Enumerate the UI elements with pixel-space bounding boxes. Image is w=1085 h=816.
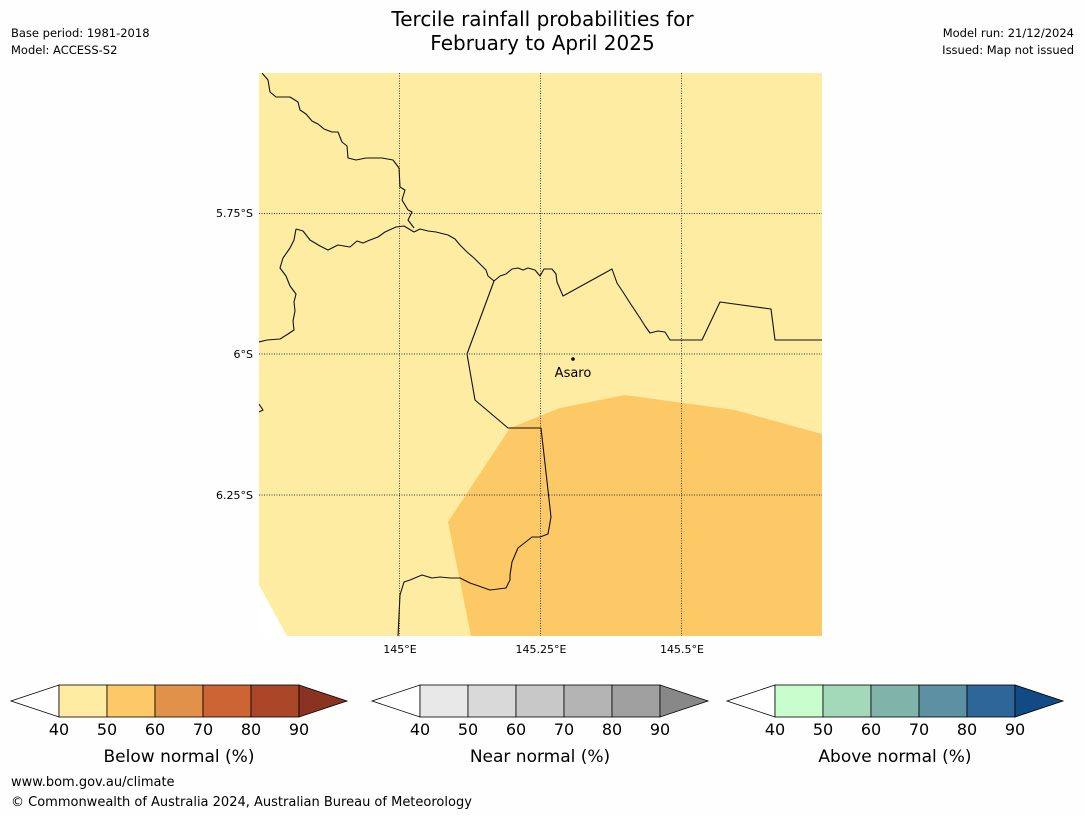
colorbar-tick-label: 80 bbox=[241, 720, 261, 739]
colorbar-tick-label: 50 bbox=[97, 720, 117, 739]
title-line-2: February to April 2025 bbox=[430, 31, 655, 55]
colorbar-extend-low bbox=[725, 684, 776, 718]
colorbar-segment bbox=[918, 684, 968, 718]
colorbar: 40 50 60 70 80 90 Above normal (%) bbox=[725, 684, 1065, 767]
colorbar-segment bbox=[419, 684, 469, 718]
colorbar-segment bbox=[202, 684, 252, 718]
boundary-line bbox=[397, 280, 552, 636]
map-metadata-right: Model run: 21/12/2024 Issued: Map not is… bbox=[942, 25, 1074, 59]
colorbar-tick-label: 80 bbox=[602, 720, 622, 739]
colorbar-segment bbox=[154, 684, 204, 718]
colorbar-segment bbox=[106, 684, 156, 718]
colorbar-tick-label: 40 bbox=[765, 720, 785, 739]
colorbar-title: Below normal (%) bbox=[104, 747, 255, 767]
colorbar-extend-low bbox=[370, 684, 421, 718]
colorbar-segment bbox=[563, 684, 613, 718]
colorbar-tick-label: 80 bbox=[957, 720, 977, 739]
blank-region bbox=[259, 585, 287, 636]
lon-tick-label: 145.25°E bbox=[516, 643, 567, 656]
boundary-line bbox=[259, 228, 297, 343]
colorbar-tick-label: 60 bbox=[506, 720, 526, 739]
colorbar-segment bbox=[774, 684, 824, 718]
map-title: Tercile rainfall probabilities for Febru… bbox=[0, 7, 1085, 55]
boundary-line bbox=[261, 73, 415, 229]
boundary-line bbox=[295, 225, 495, 282]
colorbar-title: Above normal (%) bbox=[818, 747, 971, 767]
boundary-line bbox=[493, 267, 822, 341]
lat-tick-label: 5.75°S bbox=[216, 207, 253, 220]
base-period-text: Base period: 1981-2018 bbox=[11, 26, 150, 40]
boundary-line bbox=[259, 403, 264, 413]
model-text: Model: ACCESS-S2 bbox=[11, 43, 118, 57]
colorbar-tick-label: 70 bbox=[193, 720, 213, 739]
source-url: www.bom.gov.au/climate bbox=[11, 775, 175, 790]
colorbar-tick-label: 70 bbox=[909, 720, 929, 739]
title-line-1: Tercile rainfall probabilities for bbox=[391, 7, 694, 31]
place-marker bbox=[571, 357, 575, 361]
lon-tick-label: 145.5°E bbox=[660, 643, 704, 656]
colorbar-title: Near normal (%) bbox=[470, 747, 610, 767]
colorbar-tick-label: 90 bbox=[1005, 720, 1025, 739]
colorbar-segment bbox=[58, 684, 108, 718]
colorbar-tick-label: 50 bbox=[458, 720, 478, 739]
legend-colorbars: 40 50 60 70 80 90 Below normal (%) 40 50 60 70 80 90… bbox=[9, 684, 1065, 767]
colorbar-extend-low bbox=[9, 684, 60, 718]
colorbar-segment bbox=[250, 684, 300, 718]
place-label: Asaro bbox=[555, 366, 592, 381]
below-normal-50-60-zone bbox=[448, 395, 822, 636]
colorbar-tick-label: 90 bbox=[650, 720, 670, 739]
colorbar-segment bbox=[870, 684, 920, 718]
colorbar-segment bbox=[822, 684, 872, 718]
colorbar-segment bbox=[611, 684, 661, 718]
province-boundaries bbox=[259, 73, 822, 636]
colorbar-segment bbox=[515, 684, 565, 718]
colorbar-tick-label: 70 bbox=[554, 720, 574, 739]
copyright-text: © Commonwealth of Australia 2024, Austra… bbox=[11, 795, 472, 810]
colorbar-segment bbox=[966, 684, 1016, 718]
colorbar-segment bbox=[467, 684, 517, 718]
colorbar: 40 50 60 70 80 90 Near normal (%) bbox=[370, 684, 710, 767]
map-area bbox=[259, 73, 822, 636]
map-metadata-left: Base period: 1981-2018 Model: ACCESS-S2 bbox=[11, 25, 150, 59]
colorbar-tick-label: 60 bbox=[861, 720, 881, 739]
colorbar-extend-high bbox=[1014, 684, 1065, 718]
model-run-text: Model run: 21/12/2024 bbox=[942, 26, 1074, 40]
colorbar-extend-high bbox=[659, 684, 710, 718]
issued-text: Issued: Map not issued bbox=[942, 43, 1074, 57]
colorbar-tick-label: 50 bbox=[813, 720, 833, 739]
colorbar-extend-high bbox=[298, 684, 349, 718]
colorbar-tick-label: 60 bbox=[145, 720, 165, 739]
lat-tick-label: 6°S bbox=[234, 348, 253, 361]
colorbar: 40 50 60 70 80 90 Below normal (%) bbox=[9, 684, 349, 767]
lon-tick-label: 145°E bbox=[383, 643, 416, 656]
colorbar-tick-label: 40 bbox=[410, 720, 430, 739]
colorbar-tick-label: 40 bbox=[49, 720, 69, 739]
colorbar-tick-label: 90 bbox=[289, 720, 309, 739]
lat-tick-label: 6.25°S bbox=[216, 489, 253, 502]
